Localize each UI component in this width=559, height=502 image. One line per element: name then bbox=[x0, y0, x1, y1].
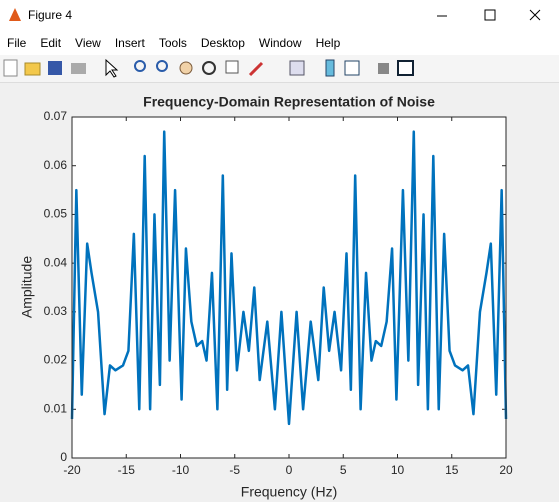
close[interactable] bbox=[529, 9, 541, 21]
y-tick-label: 0 bbox=[60, 450, 67, 464]
legend-icon[interactable] bbox=[344, 60, 360, 76]
y-tick-label: 0.04 bbox=[44, 255, 68, 269]
title-bar: Figure 4 bbox=[0, 0, 559, 30]
app-icon bbox=[9, 8, 21, 21]
chart-title: Frequency-Domain Representation of Noise bbox=[143, 94, 435, 110]
menu-item[interactable]: Help bbox=[315, 36, 341, 50]
menu-item[interactable]: Desktop bbox=[200, 36, 245, 50]
menu-item[interactable]: View bbox=[75, 36, 101, 50]
menu-item[interactable]: File bbox=[7, 36, 27, 50]
y-tick-label: 0.03 bbox=[44, 304, 68, 318]
brush-icon[interactable] bbox=[248, 61, 264, 77]
x-tick-label: 10 bbox=[391, 463, 405, 477]
dock-icon[interactable] bbox=[397, 60, 414, 76]
pointer-icon[interactable] bbox=[105, 58, 119, 78]
axes-box bbox=[71, 116, 507, 459]
zoom-in-icon[interactable] bbox=[134, 60, 146, 72]
maximize[interactable] bbox=[484, 9, 496, 21]
x-tick-label: 15 bbox=[445, 463, 459, 477]
y-tick-label: 0.02 bbox=[44, 353, 68, 367]
menu-item[interactable]: Insert bbox=[114, 36, 145, 50]
print-icon[interactable] bbox=[71, 63, 86, 74]
toolbar-icons bbox=[3, 58, 414, 78]
menu-item[interactable]: Edit bbox=[40, 36, 62, 50]
y-axis-label: Amplitude bbox=[19, 256, 35, 318]
x-tick-label: 5 bbox=[340, 463, 347, 477]
menu-item[interactable]: Window bbox=[258, 36, 302, 50]
data-line bbox=[70, 130, 508, 426]
x-tick-label: 0 bbox=[286, 463, 293, 477]
x-tick-label: -15 bbox=[118, 463, 136, 477]
zoom-out-icon[interactable] bbox=[156, 60, 168, 72]
open-icon[interactable] bbox=[24, 62, 41, 76]
save-icon[interactable] bbox=[48, 61, 62, 75]
menu-bar: File Edit View Insert Tools Desktop Window Help bbox=[0, 30, 559, 55]
new-icon[interactable] bbox=[3, 59, 18, 77]
x-axis-label: Frequency (Hz) bbox=[241, 484, 337, 500]
title-icons: Figure 4 bbox=[9, 8, 541, 22]
y-tick-label: 0.07 bbox=[44, 109, 68, 123]
y-tick-label: 0.01 bbox=[44, 401, 68, 415]
chart: Frequency-Domain Representation of Noise… bbox=[19, 94, 513, 500]
link-icon[interactable] bbox=[289, 60, 305, 76]
rotate-icon[interactable] bbox=[202, 61, 216, 75]
hide-tools-icon[interactable] bbox=[378, 63, 389, 74]
y-tick-label: 0.06 bbox=[44, 158, 68, 172]
menu-item[interactable]: Tools bbox=[158, 36, 187, 50]
toolbar bbox=[0, 55, 559, 83]
x-tick-label: 20 bbox=[499, 463, 513, 477]
x-tick-label: -20 bbox=[63, 463, 81, 477]
x-tick-label: -10 bbox=[172, 463, 190, 477]
y-tick-label: 0.05 bbox=[44, 207, 68, 221]
window-title: Figure 4 bbox=[28, 8, 72, 22]
pan-icon[interactable] bbox=[179, 61, 193, 75]
x-tick-label: -5 bbox=[229, 463, 240, 477]
colorbar-icon[interactable] bbox=[325, 59, 335, 77]
datatip-icon[interactable] bbox=[225, 60, 239, 74]
